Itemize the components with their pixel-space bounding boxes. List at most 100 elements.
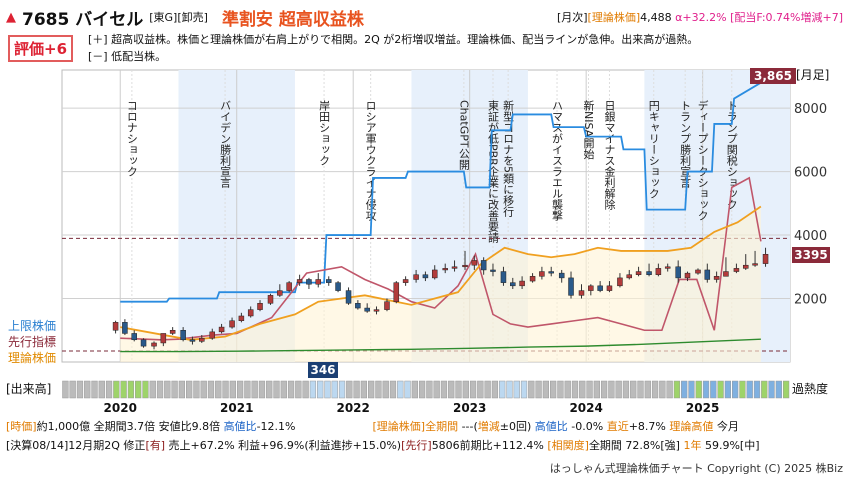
volume-heat-cell	[499, 380, 506, 399]
volume-heat-cell	[564, 380, 571, 399]
volume-heat-cell	[251, 380, 258, 399]
candle-body	[548, 271, 554, 274]
event-label: ロシア軍ウクライナ侵攻	[364, 100, 377, 222]
volume-heat-cell	[280, 380, 287, 399]
candle-body	[626, 274, 633, 279]
volume-heat-cell	[710, 380, 717, 399]
volume-heat-cell	[644, 380, 651, 399]
foot1-part: 高値比	[534, 420, 568, 433]
volume-heat-cell	[659, 380, 666, 399]
volume-heat-cell	[702, 380, 710, 399]
candle-body	[529, 276, 536, 282]
up-arrow-icon: ▲	[6, 9, 16, 25]
candle-body	[257, 303, 263, 310]
candle-body	[199, 337, 205, 342]
foot1-part: [時価]	[6, 420, 37, 433]
foot2-part: 5806前期比+112.4%	[431, 439, 548, 452]
theory-price-value: 4,488	[640, 11, 672, 24]
heat-label: 過熱度	[792, 381, 828, 396]
volume-heat-cell	[258, 380, 266, 399]
volume-heat-cell	[317, 380, 324, 399]
candle-body	[500, 271, 507, 283]
foot1-part: [理論株価]全期間	[372, 420, 459, 433]
volume-heat-cell	[615, 380, 622, 399]
foot2-part: 1年	[683, 439, 702, 452]
candle-body	[617, 277, 623, 287]
foot2-part: [有]	[145, 439, 166, 452]
candle-body	[218, 326, 225, 333]
upper-price-legend: 上限株価	[8, 318, 56, 333]
volume-heat-cell	[600, 380, 608, 399]
candle-body	[413, 274, 419, 280]
event-label: トランプ勝利宣言	[679, 100, 692, 189]
candle-body	[431, 269, 438, 279]
page-title: 準割安 超高収益株	[221, 9, 364, 30]
candle-body	[558, 272, 565, 279]
price-label-top-bg	[750, 68, 796, 84]
candle-body	[733, 268, 740, 272]
candle-body	[490, 269, 496, 272]
candle-body	[277, 290, 283, 296]
candle-body	[723, 271, 729, 277]
comment-plus: [＋] 超高収益株。株価と理論株価が右肩上がりで相関。2Q が2桁増収増益。理論…	[88, 33, 699, 46]
foot2-part: [相関度]	[547, 439, 589, 452]
dividend-line	[120, 338, 761, 353]
volume-heat-cell	[688, 380, 695, 399]
theory-price-line	[120, 205, 762, 341]
volume-heat-cell	[346, 380, 353, 399]
volume-heat-cell	[768, 380, 775, 399]
candle-body	[296, 279, 303, 283]
candle-body	[655, 268, 662, 275]
candle-body	[451, 266, 458, 269]
theory-price-tag: [理論株価]	[587, 11, 641, 24]
volume-heat-cell	[149, 380, 156, 399]
candle-body	[393, 282, 400, 302]
volume-heat-cell	[178, 380, 186, 399]
volume-heat-cell	[695, 380, 702, 399]
foot1-part: 今月	[713, 420, 739, 433]
candle-body	[578, 290, 585, 296]
x-tick-label: 2020	[104, 401, 137, 415]
candle-body	[169, 330, 176, 334]
foot2-part: 売上+67.2% 利益+96.9%(利益進捗+15.0%)	[165, 439, 402, 452]
event-label: ディープシークショック	[696, 99, 709, 221]
header-summary: [月次][理論株価]4,488 α+32.2% [配当F:0.74%増減+7]	[557, 9, 843, 25]
unit-label: [月足]	[796, 68, 829, 82]
copyright: はっしゃん式理論株価チャート Copyright (C) 2025 株Biz	[549, 462, 843, 475]
volume-heat-cell	[324, 380, 331, 399]
candle-body	[664, 266, 671, 269]
candle-body	[422, 274, 429, 279]
volume-label: [出来高]	[6, 381, 51, 396]
event-label: バイデン勝利宣言	[219, 100, 232, 189]
y-tick-label: 8000	[794, 102, 827, 117]
volume-heat-cell	[113, 380, 120, 399]
volume-heat-cell	[222, 380, 229, 399]
candle-body	[539, 271, 545, 277]
volume-heat-cell	[753, 380, 761, 399]
volume-heat-cell	[455, 380, 462, 399]
foot1-part: 高値比	[223, 420, 257, 433]
volume-heat-cell	[681, 380, 688, 399]
event-label: 日銀マイナス金利解除	[603, 100, 616, 210]
volume-heat-cell	[397, 380, 404, 399]
event-label: ハマスがイスラエル襲撃	[551, 100, 564, 221]
price-label-low-bg	[308, 362, 338, 378]
candle-body	[704, 269, 711, 280]
footer-line-2: [決算08/14]12月期2Q 修正[有] 売上+67.2% 利益+96.9%(…	[6, 437, 760, 453]
price-label-top: 3,865	[754, 69, 792, 83]
volume-heat-cell	[586, 380, 593, 399]
candle-body	[267, 295, 274, 304]
volume-heat-cell	[215, 380, 222, 399]
volume-heat-cell	[186, 380, 193, 399]
volume-heat-cell	[273, 380, 280, 399]
volume-heat-cell	[368, 380, 375, 399]
event-label: ChatGPT公開	[457, 100, 470, 170]
volume-heat-cell	[382, 380, 389, 399]
y-tick-label: 4000	[794, 229, 827, 244]
price-label-current: 3395	[794, 248, 827, 262]
foot1-part: 直近	[606, 420, 629, 433]
volume-heat-cell	[105, 380, 113, 399]
volume-heat-cell	[608, 380, 615, 399]
volume-heat-cell	[506, 380, 513, 399]
